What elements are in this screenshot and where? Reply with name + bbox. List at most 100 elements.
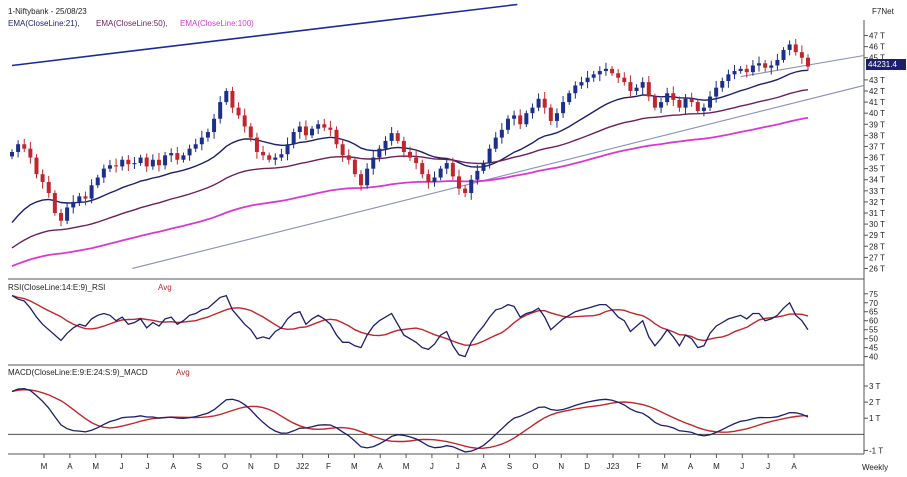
candle-body bbox=[254, 137, 259, 152]
candle bbox=[230, 86, 235, 114]
candle bbox=[169, 148, 174, 163]
rsi-tick-label: 60 bbox=[869, 317, 878, 326]
candle bbox=[769, 60, 774, 75]
candle-body bbox=[10, 152, 14, 157]
candle-body bbox=[622, 77, 627, 83]
x-tick-label: J bbox=[740, 462, 744, 471]
candle bbox=[163, 151, 168, 170]
candle bbox=[616, 69, 621, 84]
x-tick-label: A bbox=[378, 462, 384, 471]
candle-body bbox=[205, 132, 210, 138]
candle bbox=[199, 130, 204, 151]
candle-body bbox=[720, 81, 725, 88]
candle bbox=[463, 185, 468, 198]
candle-body bbox=[554, 113, 559, 121]
x-tick-label: M bbox=[92, 462, 99, 471]
candle bbox=[665, 87, 670, 106]
candle-body bbox=[616, 73, 621, 78]
candle bbox=[683, 93, 688, 115]
candle-body bbox=[22, 144, 27, 149]
candle-body bbox=[187, 148, 192, 156]
candle bbox=[708, 91, 713, 112]
candle-body bbox=[163, 155, 168, 166]
candle bbox=[689, 92, 694, 107]
candle-body bbox=[579, 82, 584, 86]
candle bbox=[126, 154, 131, 171]
candle bbox=[132, 156, 137, 169]
price-tick-label: 47 T bbox=[869, 32, 885, 41]
candle-body bbox=[236, 107, 241, 116]
candle-body bbox=[487, 148, 492, 164]
candle-body bbox=[757, 63, 762, 66]
x-tick-label: O bbox=[222, 462, 228, 471]
price-tick-label: 36 T bbox=[869, 154, 885, 163]
candle bbox=[408, 146, 412, 161]
candle-body bbox=[89, 185, 94, 199]
macd-axis: 3 T 2 T 1 T -1 T bbox=[8, 382, 883, 455]
candle bbox=[530, 103, 535, 119]
candle bbox=[536, 93, 541, 112]
candle-body bbox=[224, 91, 229, 103]
candle bbox=[291, 128, 296, 149]
x-axis: M A M J J A S O N D J22 F M A M J J A S O N D J23 F M A M J J A bbox=[41, 454, 797, 471]
candle bbox=[775, 53, 780, 71]
candle bbox=[58, 208, 63, 227]
candle bbox=[763, 59, 768, 72]
candle-body bbox=[273, 157, 278, 160]
x-tick-label: J bbox=[766, 462, 770, 471]
x-tick-label: A bbox=[481, 462, 487, 471]
candle-body bbox=[505, 118, 510, 130]
candle bbox=[414, 150, 419, 170]
candle bbox=[720, 77, 725, 92]
candlesticks bbox=[10, 38, 810, 227]
candle-body bbox=[408, 152, 412, 158]
candle bbox=[456, 169, 461, 195]
macd-tick-label: 3 T bbox=[869, 382, 881, 391]
candle bbox=[65, 202, 70, 225]
candle bbox=[542, 91, 547, 114]
price-tick-label: 41 T bbox=[869, 98, 885, 107]
candle bbox=[383, 136, 388, 156]
candle bbox=[224, 88, 229, 105]
candle bbox=[401, 136, 406, 158]
candle-body bbox=[585, 77, 590, 83]
candle bbox=[334, 126, 339, 149]
candle bbox=[71, 195, 76, 214]
candle-body bbox=[799, 52, 804, 58]
candle-body bbox=[512, 115, 517, 119]
brand-label: F7Net bbox=[872, 7, 895, 16]
candle-body bbox=[199, 137, 204, 145]
candle-body bbox=[352, 159, 357, 175]
candle bbox=[640, 77, 645, 95]
candle bbox=[469, 174, 474, 200]
candle-body bbox=[322, 124, 327, 128]
candle bbox=[365, 163, 370, 189]
candle bbox=[806, 54, 810, 71]
candle-body bbox=[634, 87, 639, 91]
candle-body bbox=[714, 87, 719, 97]
candle bbox=[487, 144, 492, 169]
x-tick-label: J bbox=[120, 462, 124, 471]
macd-legend: MACD(CloseLine:E:9:E:24:S:9)_MACD bbox=[8, 368, 148, 377]
price-tick-label: 42 T bbox=[869, 87, 885, 96]
candle bbox=[340, 139, 345, 163]
candle bbox=[107, 159, 112, 173]
candle-body bbox=[518, 115, 523, 125]
candle-body bbox=[744, 68, 749, 73]
macd-avg-line bbox=[11, 388, 809, 450]
x-tick-label: J bbox=[430, 462, 434, 471]
candle bbox=[701, 103, 706, 117]
price-tick-label: 37 T bbox=[869, 142, 885, 151]
candle bbox=[273, 153, 278, 166]
candle-body bbox=[28, 148, 33, 158]
candle-body bbox=[346, 155, 351, 160]
candle-body bbox=[475, 170, 480, 180]
candle bbox=[505, 115, 510, 134]
macd-tick-label: 2 T bbox=[869, 398, 881, 407]
candle bbox=[499, 123, 504, 144]
candle-body bbox=[114, 165, 119, 167]
x-tick-label: A bbox=[171, 462, 177, 471]
candle bbox=[610, 66, 615, 77]
candle-body bbox=[230, 91, 235, 108]
